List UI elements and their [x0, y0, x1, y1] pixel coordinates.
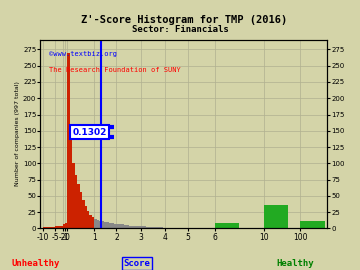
Bar	[43, 227, 45, 228]
Bar	[50, 227, 53, 228]
Bar	[222, 223, 224, 228]
Bar	[283, 205, 285, 228]
Bar	[143, 226, 146, 228]
Bar	[55, 226, 58, 228]
Bar	[141, 226, 143, 228]
Text: Sector: Financials: Sector: Financials	[132, 25, 228, 34]
Bar	[87, 211, 90, 228]
Bar	[312, 221, 315, 228]
Bar	[148, 227, 151, 228]
Text: Unhealthy: Unhealthy	[12, 259, 60, 268]
Bar	[315, 221, 318, 228]
Bar	[237, 223, 239, 228]
Text: ©www.textbiz.org: ©www.textbiz.org	[49, 51, 117, 57]
Bar	[58, 226, 60, 228]
Bar	[161, 227, 163, 228]
Bar	[90, 215, 92, 228]
Bar	[227, 223, 229, 228]
Text: The Research Foundation of SUNY: The Research Foundation of SUNY	[49, 67, 181, 73]
Bar	[124, 225, 126, 228]
Bar	[269, 205, 271, 228]
Text: Healthy: Healthy	[276, 259, 314, 268]
Bar	[109, 223, 112, 228]
Bar	[63, 224, 65, 228]
Bar	[303, 221, 305, 228]
Bar	[67, 53, 70, 228]
Bar	[318, 221, 320, 228]
Bar	[82, 200, 85, 228]
Bar	[139, 226, 141, 228]
Bar	[126, 225, 129, 228]
Bar	[232, 223, 234, 228]
Bar	[70, 134, 72, 228]
Text: Score: Score	[123, 259, 150, 268]
Bar	[278, 205, 281, 228]
Bar	[308, 221, 310, 228]
Bar	[102, 221, 104, 228]
Bar	[320, 221, 323, 228]
Bar	[48, 227, 50, 228]
Y-axis label: Number of companies (997 total): Number of companies (997 total)	[15, 82, 20, 187]
Bar	[217, 223, 220, 228]
Bar	[85, 206, 87, 228]
Bar	[72, 163, 75, 228]
Bar	[276, 205, 278, 228]
Bar	[266, 205, 269, 228]
Bar	[121, 224, 124, 228]
Bar	[107, 222, 109, 228]
Bar	[104, 222, 107, 228]
Bar	[146, 227, 148, 228]
Bar	[112, 223, 114, 228]
Bar	[129, 226, 131, 228]
Bar	[80, 192, 82, 228]
Bar	[220, 223, 222, 228]
Bar	[264, 205, 266, 228]
Bar	[234, 223, 237, 228]
Bar	[273, 205, 276, 228]
Bar	[310, 221, 312, 228]
Bar	[215, 223, 217, 228]
Bar	[158, 227, 161, 228]
Text: 0.1302: 0.1302	[72, 127, 107, 137]
Bar	[156, 227, 158, 228]
Bar	[153, 227, 156, 228]
Bar	[323, 221, 325, 228]
Bar	[229, 223, 232, 228]
Bar	[94, 219, 97, 228]
Bar	[271, 205, 273, 228]
Bar	[53, 227, 55, 228]
Bar	[131, 226, 134, 228]
Bar	[114, 224, 116, 228]
Bar	[77, 184, 80, 228]
Bar	[119, 224, 121, 228]
Bar	[151, 227, 153, 228]
Bar	[136, 226, 139, 228]
Bar	[92, 217, 94, 228]
Bar	[97, 220, 99, 228]
Bar	[300, 221, 303, 228]
Title: Z'-Score Histogram for TMP (2016): Z'-Score Histogram for TMP (2016)	[81, 15, 287, 25]
Bar	[305, 221, 308, 228]
Bar	[116, 224, 119, 228]
Bar	[281, 205, 283, 228]
Bar	[134, 226, 136, 228]
Bar	[65, 223, 67, 228]
Bar	[60, 226, 63, 228]
Bar	[99, 221, 102, 228]
Bar	[45, 227, 48, 228]
Bar	[285, 205, 288, 228]
Bar	[224, 223, 227, 228]
Bar	[75, 175, 77, 228]
